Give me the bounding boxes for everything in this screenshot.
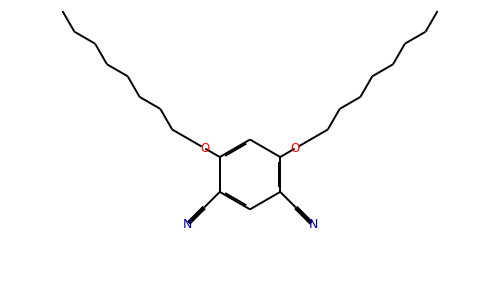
Text: N: N xyxy=(308,218,318,231)
Text: N: N xyxy=(182,218,192,231)
Text: O: O xyxy=(290,142,300,155)
Text: O: O xyxy=(200,142,210,155)
